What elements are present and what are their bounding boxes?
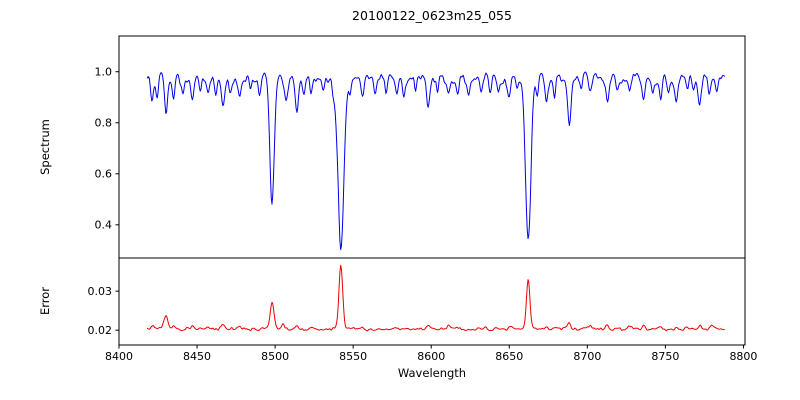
x-tick-label: 8800 [729,350,757,363]
x-tick-label: 8700 [573,350,601,363]
spectrum-y-tick-label: 0.6 [95,168,113,181]
x-tick-label: 8650 [495,350,523,363]
error-y-tick-label: 0.03 [88,285,113,298]
x-tick-label: 8600 [417,350,445,363]
error-axes-frame [118,257,746,346]
x-tick-label: 8750 [651,350,679,363]
chart-title: 20100122_0623m25_055 [352,8,512,23]
error-line [146,264,725,332]
x-tick-label: 8550 [339,350,367,363]
spectrum-y-tick-label: 0.4 [95,219,113,232]
x-tick-label: 8400 [105,350,133,363]
x-tick-label: 8500 [261,350,289,363]
x-tick-label: 8450 [183,350,211,363]
spectrum-y-tick-label: 0.8 [95,117,113,130]
x-axis-label: Wavelength [397,366,467,380]
spectrum-axes-frame [118,35,746,259]
spectrum-line [146,71,726,250]
spectrum-y-tick-label: 1.0 [95,66,113,79]
error-y-tick-label: 0.02 [88,324,113,337]
